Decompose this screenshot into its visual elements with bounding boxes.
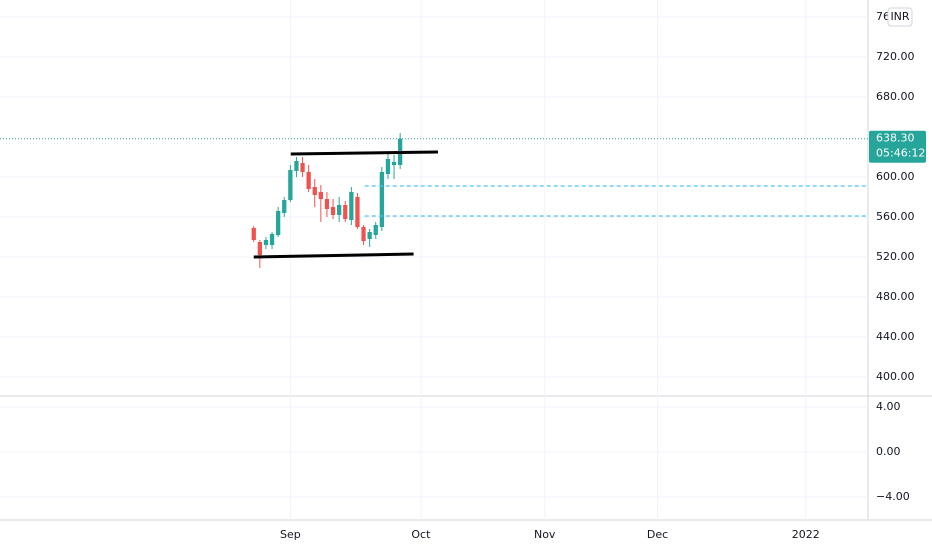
y2-tick-label: 4.00	[876, 400, 901, 413]
x-tick-label: Nov	[534, 528, 556, 541]
y-tick-label: 520.00	[876, 250, 915, 263]
y-tick-label: 400.00	[876, 370, 915, 383]
candle-body	[257, 242, 262, 255]
y-tick-label: 680.00	[876, 90, 915, 103]
y-tick-label: 720.00	[876, 50, 915, 63]
candle-body	[312, 187, 317, 195]
candle-body	[343, 205, 348, 219]
candle-body	[269, 234, 275, 245]
candle-body	[349, 192, 354, 220]
last-price-label: 638.30	[876, 132, 915, 145]
x-tick-label: 2022	[792, 528, 820, 541]
grid	[0, 0, 868, 520]
candle-body	[330, 207, 336, 215]
candle-body	[306, 172, 311, 189]
x-tick-label: Dec	[647, 528, 668, 541]
y-tick-label: 480.00	[876, 290, 915, 303]
candle-body	[379, 172, 384, 227]
candle-body	[300, 163, 305, 172]
candle-body	[361, 227, 366, 241]
candle-body	[288, 170, 293, 200]
y2-tick-label: 0.00	[876, 445, 901, 458]
y2-tick-label: −4.00	[876, 490, 910, 503]
plot-area	[0, 133, 868, 268]
x-tick-label: Sep	[280, 528, 301, 541]
candle-body	[373, 225, 378, 235]
candle-body	[294, 161, 299, 171]
currency-label[interactable]: INR	[890, 10, 909, 23]
candle-body	[251, 228, 256, 240]
trend-line	[253, 252, 414, 259]
y-tick-label: 76	[876, 10, 890, 23]
last-price-badge	[869, 130, 926, 163]
y-tick-label: 600.00	[876, 170, 915, 183]
candle-body	[282, 200, 287, 213]
candle-body	[324, 199, 330, 209]
candle-body	[367, 232, 372, 239]
candle-body	[391, 162, 397, 165]
candle-body	[263, 240, 269, 245]
currency-button	[887, 7, 913, 27]
candle-body	[318, 192, 323, 199]
candle-body	[337, 205, 342, 215]
y-tick-label: 560.00	[876, 210, 915, 223]
trend-line	[290, 150, 438, 156]
candle-body	[385, 159, 391, 174]
axes: Sep Oct Nov Dec 2022 400.00 440.00 480.00 520.00…	[280, 7, 926, 541]
x-tick-label: Oct	[411, 528, 431, 541]
candle-body	[355, 197, 360, 227]
bar-countdown: 05:46:12	[876, 147, 925, 160]
y-tick-label: 440.00	[876, 330, 915, 343]
candle-body	[276, 211, 281, 235]
